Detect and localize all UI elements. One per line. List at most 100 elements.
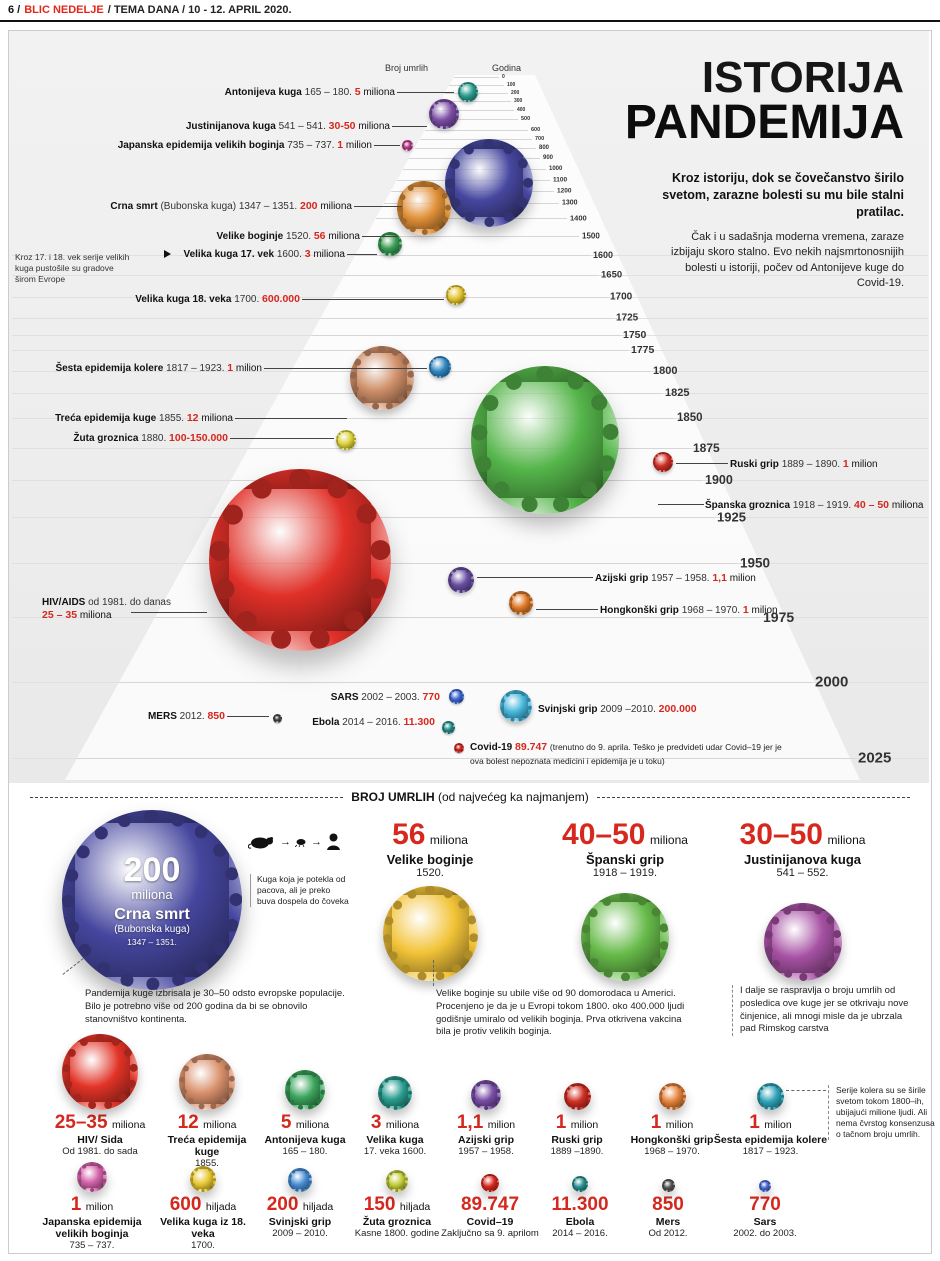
disease-name: Ebola	[565, 1216, 595, 1228]
mers-virus-icon	[661, 1179, 675, 1192]
toll-unit: miliona	[358, 121, 390, 132]
disease-dates: od 1981. do danas	[88, 597, 171, 608]
year-label: 1000	[549, 166, 563, 172]
disease-dates: 2009 – 2010.	[272, 1228, 328, 1240]
death-toll: 89.747	[460, 1194, 520, 1215]
toll-unit: hiljada	[205, 1201, 237, 1213]
year-label: 200	[511, 90, 520, 96]
leader-line	[392, 126, 427, 127]
toll-unit: miliona	[112, 1119, 146, 1131]
dashed-line	[30, 796, 344, 798]
disease-name: Ruski grip	[551, 1134, 603, 1146]
deaths-section-header: BROJ UMRLIH (od najvećeg ka najmanjem)	[22, 790, 918, 804]
disease-name: Velike boginje	[216, 231, 284, 242]
toll-unit: milion	[570, 1119, 599, 1131]
toll-unit: miliona	[203, 1119, 237, 1131]
page-title-line1: ISTORIJA	[701, 53, 904, 102]
page-title-line2: PANDEMIJA	[624, 96, 904, 149]
label-hongkonski-grip: Hongkonški grip 1968 – 1970. 1 milion	[600, 604, 778, 618]
toll-unit: milion	[851, 459, 878, 470]
label-azijski-grip: Azijski grip 1957 – 1958. 1,1 milion	[595, 572, 756, 586]
disease-dates: 2014 – 2016.	[552, 1228, 608, 1240]
disease-dates: 1957 – 1958.	[651, 573, 710, 584]
label-crna-smrt: Crna smrt (Bubonska kuga) 1347 – 1351. 2…	[110, 200, 352, 214]
death-toll: 770	[422, 691, 440, 703]
disease-name: Žuta groznica	[73, 433, 139, 444]
intro-text: Čak i u sadašnja moderna vremena, zaraze…	[671, 231, 904, 290]
label-justinijanova-kuga: Justinijanova kuga 541 – 541. 30-50 mili…	[186, 120, 390, 134]
label-svinjski-grip: Svinjski grip 2009 –2010. 200.000	[538, 703, 697, 717]
dashed-arrow	[786, 1090, 826, 1091]
year-gridline	[435, 110, 514, 111]
death-toll: 1	[337, 139, 344, 151]
year-label: 1775	[631, 344, 655, 356]
disease-dates: 2002 – 2003.	[361, 692, 420, 703]
death-toll: 40–50	[562, 818, 646, 851]
year-label: 100	[507, 82, 516, 88]
grid-item-zuta-groznica: 150 hiljada Žuta groznica Kasne 1800. go…	[342, 1152, 452, 1239]
toll-unit: miliona	[201, 413, 233, 424]
toll-unit: miliona	[385, 1119, 420, 1131]
velike-boginje-virus-icon	[382, 886, 478, 981]
disease-name: Svinjski grip	[538, 704, 598, 715]
disease-dates: 1968 – 1970.	[644, 1146, 700, 1158]
year-gridline	[302, 350, 628, 351]
disease-dates: 165 – 180.	[282, 1146, 328, 1158]
leader-line	[230, 438, 334, 439]
sixth-cholera-virus	[429, 356, 451, 378]
year-gridline	[365, 236, 579, 237]
disease-name: Azijski grip	[457, 1134, 514, 1146]
velika-kuga-17-virus-icon	[378, 1076, 412, 1110]
disease-name: Covid–19	[466, 1216, 514, 1228]
asian-flu-virus	[448, 567, 474, 593]
swine-flu-virus	[500, 690, 532, 722]
disease-name: Velike boginje	[386, 852, 474, 867]
label-mers: MERS 2012. 850	[148, 710, 225, 724]
dashed-arrow	[433, 960, 434, 986]
disease-dates: 165 – 180.	[304, 87, 352, 98]
toll-unit: milion	[85, 1201, 114, 1213]
disease-dates: 2014 – 2016.	[342, 717, 401, 728]
toll-unit: milion	[345, 140, 372, 151]
disease-name: Mers	[655, 1216, 681, 1228]
year-label: 1200	[557, 187, 572, 195]
disease-name: Velika kuga 18. veka	[135, 294, 232, 305]
leader-line	[477, 577, 593, 578]
year-label: 1750	[623, 329, 647, 341]
year-label: 1925	[717, 509, 746, 525]
year-label: 1850	[677, 412, 703, 424]
year-gridline	[355, 255, 590, 256]
section-subtitle: (od najvećeg ka najmanjem)	[437, 790, 589, 804]
year-gridline	[440, 101, 511, 102]
leader-line	[354, 206, 402, 207]
hongkong-flu-virus	[509, 591, 533, 615]
death-toll: 1,1	[456, 1112, 484, 1133]
big-item-spanski-grip: 40–50 miliona Španski grip 1918 – 1919.	[545, 820, 705, 981]
year-label: 1725	[616, 312, 639, 324]
label-velika-kuga-17: Velika kuga 17. vek 1600. 3 miliona	[183, 248, 345, 262]
big-item-justinijanova-kuga: 30–50 miliona Justinijanova kuga 541 – 5…	[720, 820, 885, 981]
death-toll: 200	[266, 1194, 299, 1215]
toll-unit: milion	[764, 1119, 792, 1131]
person-icon	[327, 833, 340, 850]
year-gridline	[265, 418, 674, 419]
death-toll: 30-50	[328, 120, 356, 132]
year-gridline	[424, 130, 528, 131]
toll-unit: miliona	[328, 231, 360, 242]
disease-name: HIV/ Sida	[77, 1134, 123, 1146]
year-label: 700	[535, 136, 545, 142]
death-toll: 770	[749, 1194, 781, 1215]
label-sars: SARS 2002 – 2003. 770	[331, 691, 440, 705]
toll-unit: miliona	[320, 201, 352, 212]
toll-unit: miliona	[891, 500, 924, 511]
toll-unit: miliona	[429, 833, 468, 847]
grid-item-hiv-sida: 25–35 miliona HIV/ Sida Od 1981. do sada	[45, 1030, 155, 1157]
death-toll: 1	[749, 1112, 760, 1133]
disease-dates: 541 – 552.	[776, 867, 829, 879]
azijski-grip-virus-icon	[471, 1080, 501, 1110]
ruski-grip-virus-icon	[563, 1083, 591, 1110]
antonijeva-virus-icon	[285, 1070, 325, 1110]
leader-line	[374, 145, 400, 146]
label-treca-kuga: Treća epidemija kuge 1855. 12 miliona	[55, 412, 233, 426]
sesta-kolera-virus-icon	[757, 1083, 784, 1110]
